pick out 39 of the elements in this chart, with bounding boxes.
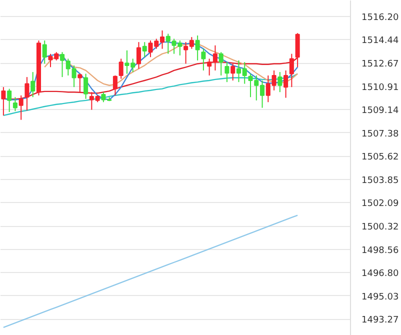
candlestick	[142, 42, 147, 58]
y-tick-label: 1496.80	[362, 269, 399, 280]
candlestick	[224, 62, 230, 83]
candlestick	[7, 88, 12, 113]
y-tick-label: 1500.32	[362, 222, 399, 233]
candlestick	[1, 86, 6, 116]
candlestick	[112, 74, 118, 96]
candlestick	[289, 53, 294, 88]
candlestick	[60, 52, 65, 78]
y-tick-label: 1495.03	[362, 292, 399, 302]
candlestick	[18, 94, 24, 120]
y-tick-label: 1507.38	[362, 129, 399, 140]
line-series	[2, 73, 298, 116]
y-tick-label: 1512.67	[362, 60, 399, 70]
candlestick	[295, 32, 300, 68]
candlestick	[218, 52, 224, 76]
y-tick-label: 1510.91	[362, 82, 399, 93]
candlestick	[78, 73, 82, 93]
y-tick-label: 1516.20	[362, 12, 399, 23]
candlestick	[136, 42, 141, 70]
candlestick	[30, 72, 36, 98]
candlestick	[118, 58, 124, 80]
y-tick-label: 1493.27	[362, 316, 399, 326]
y-tick-label: 1503.85	[362, 176, 399, 186]
candlestick	[42, 40, 47, 64]
y-tick-label: 1514.44	[362, 36, 399, 46]
candlestick	[201, 48, 206, 71]
y-tick-label: 1498.56	[362, 246, 399, 256]
candlestick	[195, 34, 200, 61]
y-tick-label: 1502.09	[362, 199, 399, 210]
candlestick	[84, 73, 88, 100]
candlestick	[278, 72, 282, 93]
y-tick-label: 1509.14	[362, 106, 399, 116]
candlestick	[24, 76, 30, 111]
candlestick	[284, 70, 288, 98]
y-tick-label: 1505.62	[362, 152, 399, 163]
candlestick	[12, 96, 18, 112]
candlestick	[230, 63, 236, 81]
line-series	[2, 214, 298, 328]
